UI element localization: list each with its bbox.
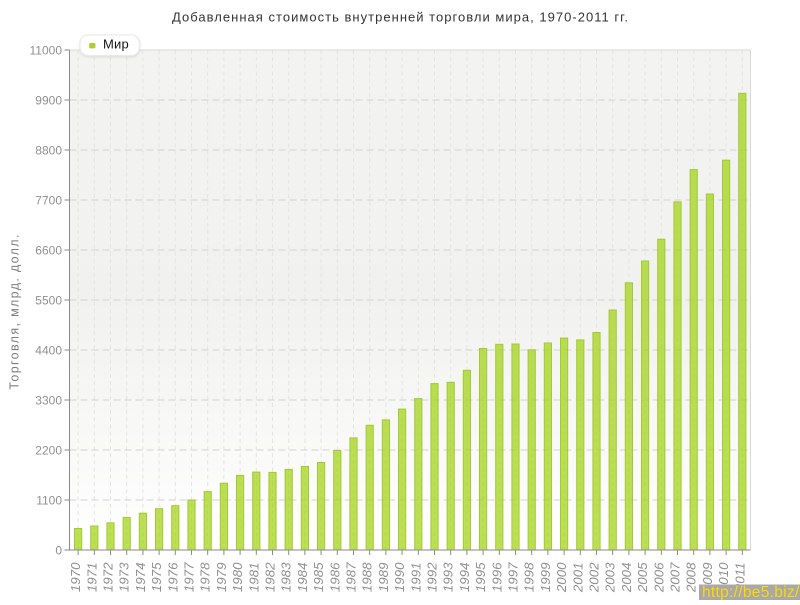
svg-text:2001: 2001 xyxy=(570,563,585,594)
svg-text:2000: 2000 xyxy=(554,562,569,593)
svg-text:1990: 1990 xyxy=(392,562,407,592)
svg-text:2004: 2004 xyxy=(619,563,634,594)
svg-text:0: 0 xyxy=(55,543,62,557)
svg-text:1997: 1997 xyxy=(506,562,521,592)
svg-text:1993: 1993 xyxy=(441,562,456,592)
svg-text:1999: 1999 xyxy=(538,562,553,592)
svg-text:7700: 7700 xyxy=(35,193,62,207)
svg-text:1991: 1991 xyxy=(408,563,423,593)
svg-text:Добавленная стоимость внутренн: Добавленная стоимость внутренней торговл… xyxy=(172,10,629,25)
svg-text:1992: 1992 xyxy=(425,562,440,592)
svg-text:1981: 1981 xyxy=(246,563,261,593)
svg-text:1975: 1975 xyxy=(149,562,164,592)
svg-text:Торговля, млрд. долл.: Торговля, млрд. долл. xyxy=(8,233,22,389)
svg-text:1970: 1970 xyxy=(68,562,83,592)
svg-text:1983: 1983 xyxy=(279,562,294,592)
svg-text:1994: 1994 xyxy=(457,563,472,593)
svg-text:1979: 1979 xyxy=(214,562,229,592)
svg-text:1977: 1977 xyxy=(182,562,197,592)
svg-text:1100: 1100 xyxy=(36,493,62,507)
svg-text:1973: 1973 xyxy=(117,562,132,592)
svg-text:1996: 1996 xyxy=(489,562,504,592)
svg-text:1980: 1980 xyxy=(230,562,245,592)
svg-text:1978: 1978 xyxy=(198,562,213,592)
svg-text:8800: 8800 xyxy=(35,143,62,157)
svg-text:2006: 2006 xyxy=(651,562,666,593)
svg-text:6600: 6600 xyxy=(35,243,62,257)
svg-text:Мир: Мир xyxy=(103,37,129,52)
svg-text:1972: 1972 xyxy=(101,562,116,592)
svg-text:5500: 5500 xyxy=(35,293,62,307)
svg-text:2005: 2005 xyxy=(635,562,650,593)
svg-text:1998: 1998 xyxy=(522,562,537,592)
svg-text:1976: 1976 xyxy=(165,562,180,592)
svg-text:1974: 1974 xyxy=(133,563,148,593)
svg-text:2007: 2007 xyxy=(668,562,683,593)
svg-text:2002: 2002 xyxy=(587,562,602,593)
svg-text:1984: 1984 xyxy=(295,563,310,593)
svg-text:1989: 1989 xyxy=(376,562,391,592)
svg-text:1987: 1987 xyxy=(344,562,359,592)
svg-text:1995: 1995 xyxy=(473,562,488,592)
svg-text:1982: 1982 xyxy=(263,562,278,592)
svg-text:9900: 9900 xyxy=(35,93,62,107)
svg-text:2200: 2200 xyxy=(35,443,62,457)
svg-text:4400: 4400 xyxy=(35,343,62,357)
svg-text:1988: 1988 xyxy=(360,562,375,592)
svg-text:3300: 3300 xyxy=(35,393,62,407)
svg-text:2003: 2003 xyxy=(603,562,618,593)
svg-text:http://be5.biz/: http://be5.biz/ xyxy=(702,584,800,600)
svg-text:1986: 1986 xyxy=(327,562,342,592)
svg-text:11000: 11000 xyxy=(30,43,63,57)
svg-text:1971: 1971 xyxy=(84,563,99,593)
svg-text:1985: 1985 xyxy=(311,562,326,592)
svg-text:2008: 2008 xyxy=(684,562,699,593)
